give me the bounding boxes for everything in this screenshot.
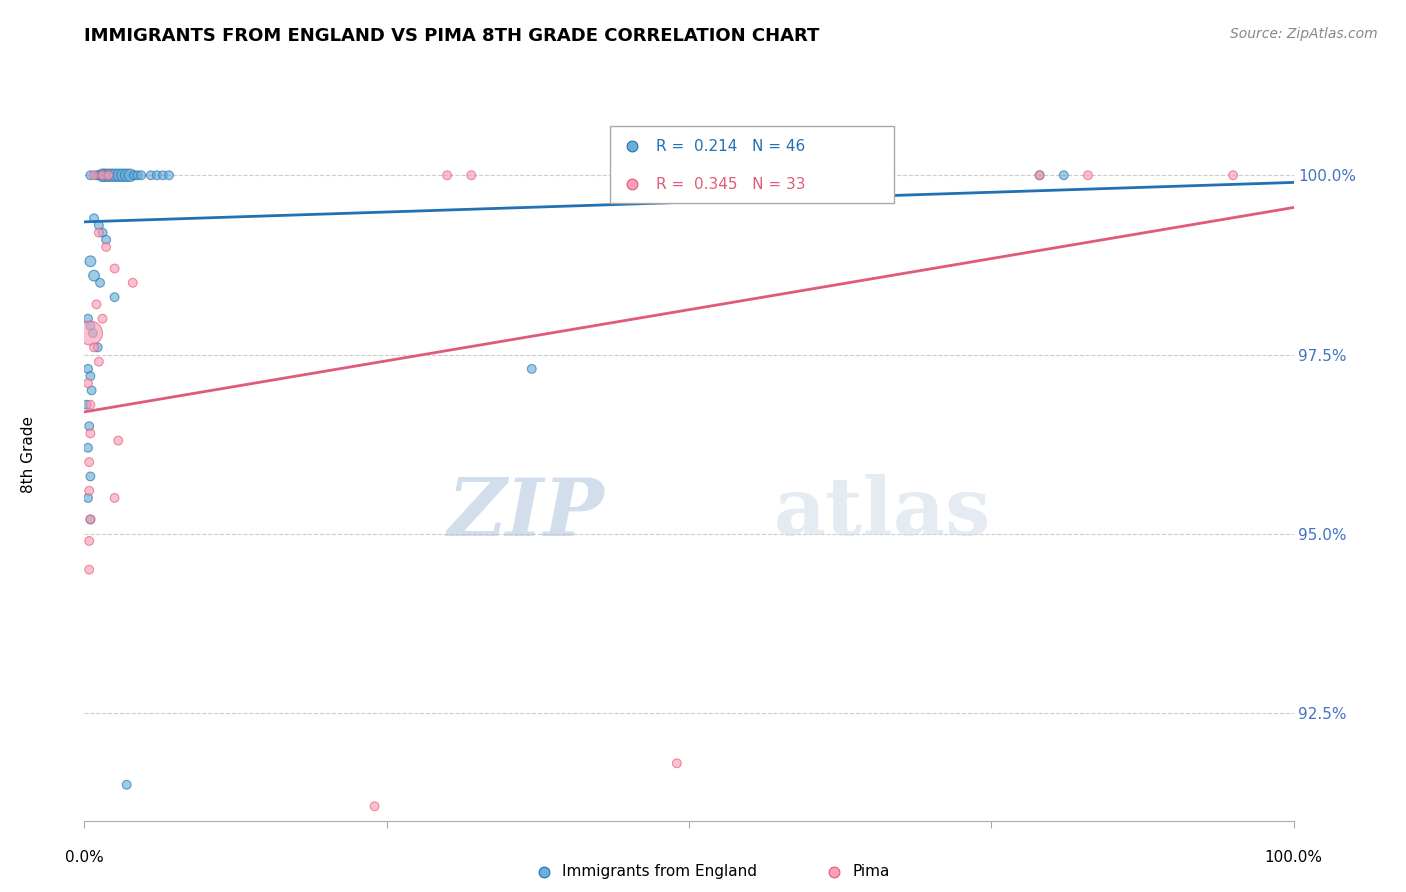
Point (107, 434, 129, 448)
Point (152, 168, 174, 182)
Text: IMMIGRANTS FROM ENGLAND VS PIMA 8TH GRADE CORRELATION CHART: IMMIGRANTS FROM ENGLAND VS PIMA 8TH GRAD… (84, 27, 820, 45)
Point (1028, 168, 1050, 182)
Point (799, 168, 821, 182)
Point (94, 233, 117, 247)
Point (83, 268, 105, 283)
Point (97, 168, 120, 182)
Point (77, 419, 100, 434)
Point (97, 168, 120, 182)
Point (1077, 168, 1099, 182)
Point (665, 756, 688, 771)
Point (1222, 168, 1244, 182)
Point (127, 168, 149, 182)
Point (112, 168, 135, 182)
Point (79, 469, 101, 483)
Point (86, 168, 108, 182)
Point (91, 168, 114, 182)
Point (79, 369, 101, 384)
Point (87, 219, 110, 233)
Point (77, 311, 100, 326)
Point (129, 168, 152, 182)
Text: ZIP: ZIP (447, 475, 605, 552)
Point (79, 326, 101, 340)
Point (83, 168, 105, 182)
Point (82, 326, 104, 340)
Text: Immigrants from England: Immigrants from England (562, 864, 756, 880)
Text: atlas: atlas (773, 475, 991, 552)
Point (79, 318, 101, 333)
Point (94, 240, 117, 254)
Point (76, 398, 98, 412)
Y-axis label: 8th Grade: 8th Grade (21, 417, 37, 493)
Point (157, 168, 180, 182)
Point (77, 455, 100, 469)
Point (823, 168, 845, 182)
Point (87, 168, 110, 182)
Point (77, 362, 100, 376)
Point (846, 168, 869, 182)
Point (146, 168, 169, 182)
Point (89, 276, 111, 290)
Point (104, 290, 127, 304)
Text: 0.0%: 0.0% (65, 850, 104, 865)
Point (835, 168, 858, 182)
Point (79, 398, 101, 412)
Point (115, 168, 138, 182)
Point (120, 168, 142, 182)
Point (91, 311, 114, 326)
Text: Source: ZipAtlas.com: Source: ZipAtlas.com (1230, 27, 1378, 41)
Point (77, 376, 100, 391)
Point (436, 168, 458, 182)
Point (139, 168, 162, 182)
Point (1028, 168, 1050, 182)
FancyBboxPatch shape (610, 126, 894, 202)
Point (87, 226, 110, 240)
Point (460, 168, 482, 182)
Point (122, 168, 145, 182)
Point (1053, 168, 1076, 182)
Point (77, 533, 100, 548)
Point (79, 168, 101, 182)
Point (79, 254, 101, 268)
Point (80, 384, 103, 398)
Point (94, 168, 117, 182)
Point (104, 261, 127, 276)
Point (87, 354, 110, 368)
Point (91, 168, 114, 182)
Point (79, 426, 101, 441)
Point (77, 441, 100, 455)
Point (101, 168, 124, 182)
Text: Pima: Pima (852, 864, 890, 880)
Point (104, 168, 127, 182)
Point (520, 362, 543, 376)
Text: R =  0.345   N = 33: R = 0.345 N = 33 (657, 177, 806, 192)
Point (79, 512, 101, 526)
Point (77, 483, 100, 498)
Point (91, 226, 114, 240)
Point (121, 276, 143, 290)
Point (83, 211, 105, 226)
Text: 100.0%: 100.0% (1264, 850, 1323, 865)
Point (86, 340, 108, 354)
Point (86, 297, 108, 311)
Point (79, 512, 101, 526)
Text: R =  0.214   N = 46: R = 0.214 N = 46 (657, 139, 806, 153)
Point (115, 778, 138, 792)
Point (104, 491, 127, 505)
Point (77, 491, 100, 505)
Point (363, 799, 385, 814)
Point (108, 168, 131, 182)
Point (83, 340, 105, 354)
Point (77, 563, 100, 577)
